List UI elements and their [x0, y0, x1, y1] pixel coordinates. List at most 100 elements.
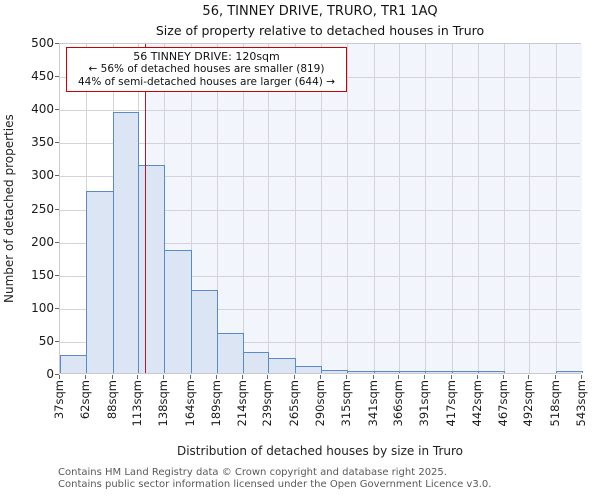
gridline-vertical — [191, 44, 192, 373]
x-tick-mark — [84, 375, 86, 379]
x-tick-label: 88sqm — [104, 380, 119, 420]
x-tick-label: 467sqm — [495, 380, 510, 427]
footer-attribution-line1: Contains HM Land Registry data © Crown c… — [58, 467, 447, 478]
gridline-horizontal — [60, 143, 580, 145]
gridline-horizontal — [60, 110, 580, 112]
histogram-bar — [373, 371, 401, 373]
gridline-horizontal — [60, 242, 580, 244]
histogram-bar — [112, 111, 140, 373]
x-tick-label: 341sqm — [365, 380, 380, 427]
x-tick-label: 239sqm — [260, 380, 275, 427]
gridline-vertical — [529, 44, 531, 373]
gridline-vertical — [399, 44, 401, 373]
gridline-horizontal — [60, 176, 580, 178]
y-tick-mark — [55, 274, 59, 276]
y-tick-mark — [55, 340, 59, 342]
y-tick-label: 350 — [31, 135, 54, 150]
x-tick-mark — [398, 375, 400, 379]
x-tick-label: 138sqm — [156, 380, 171, 427]
x-tick-label: 543sqm — [574, 380, 588, 427]
x-tick-mark — [424, 375, 426, 379]
x-tick-mark — [320, 375, 321, 379]
x-tick-mark — [111, 375, 113, 379]
x-tick-label: 442sqm — [469, 380, 484, 427]
histogram-bar — [399, 371, 427, 373]
y-tick-label: 450 — [31, 69, 54, 84]
x-tick-label: 265sqm — [287, 380, 302, 427]
histogram-bar — [191, 290, 218, 373]
y-tick-mark — [55, 175, 59, 177]
x-tick-label: 290sqm — [313, 380, 327, 427]
gridline-horizontal — [60, 341, 580, 343]
histogram-bar — [164, 249, 192, 373]
x-tick-mark — [345, 375, 347, 379]
gridline-horizontal — [60, 209, 580, 211]
y-tick-label: 50 — [38, 333, 54, 348]
gridline-horizontal — [60, 275, 580, 277]
y-tick-label: 300 — [31, 168, 54, 183]
property-size-marker-line — [144, 44, 147, 373]
gridline-vertical — [268, 44, 270, 373]
histogram-bar — [452, 371, 479, 373]
histogram-bar — [85, 190, 114, 373]
x-tick-mark — [502, 375, 504, 379]
y-tick-label: 0 — [46, 367, 54, 381]
x-tick-mark — [581, 375, 582, 379]
x-tick-label: 391sqm — [417, 380, 432, 427]
x-tick-label: 492sqm — [521, 380, 536, 427]
x-tick-label: 113sqm — [130, 380, 145, 427]
x-tick-mark — [267, 375, 269, 379]
y-tick-mark — [55, 374, 59, 375]
histogram-bar — [138, 164, 166, 373]
x-tick-mark — [137, 375, 139, 379]
y-tick-label: 250 — [31, 201, 54, 216]
x-axis-title: Distribution of detached houses by size … — [176, 444, 464, 458]
annotation-box: 56 TINNEY DRIVE: 120sqm ← 56% of detache… — [66, 47, 347, 93]
x-tick-mark — [294, 375, 296, 379]
title-block: 56, TINNEY DRIVE, TRURO, TR1 1AQ Size of… — [59, 4, 581, 38]
y-tick-mark — [55, 76, 59, 78]
footer-attribution-line2: Contains public sector information licen… — [58, 479, 492, 490]
y-tick-label: 150 — [31, 267, 54, 282]
annotation-larger-stat: 44% of semi-detached houses are larger (… — [78, 75, 335, 88]
x-tick-label: 214sqm — [234, 380, 249, 427]
x-tick-mark — [555, 375, 557, 379]
y-tick-mark — [55, 109, 59, 111]
x-tick-label: 164sqm — [183, 380, 197, 427]
gridline-vertical — [242, 44, 244, 373]
y-tick-mark — [55, 43, 59, 44]
histogram-bar — [60, 354, 87, 373]
x-tick-label: 417sqm — [444, 380, 458, 427]
gridline-horizontal — [60, 308, 580, 310]
gridline-vertical — [346, 44, 348, 373]
x-tick-mark — [528, 375, 530, 379]
histogram-bar — [425, 371, 453, 373]
shaded-region-larger — [145, 44, 582, 373]
x-tick-label: 37sqm — [52, 380, 66, 420]
x-tick-label: 189sqm — [208, 380, 223, 427]
histogram-bar — [346, 371, 375, 373]
histogram-bar — [268, 357, 297, 373]
gridline-vertical — [321, 44, 322, 373]
y-tick-label: 100 — [31, 300, 54, 315]
x-tick-label: 62sqm — [77, 380, 92, 420]
x-tick-mark — [241, 375, 243, 379]
chart-title: 56, TINNEY DRIVE, TRURO, TR1 1AQ — [202, 4, 438, 19]
gridline-vertical — [373, 44, 375, 373]
gridline-vertical — [503, 44, 505, 373]
gridline-vertical — [216, 44, 218, 373]
y-tick-mark — [55, 208, 59, 210]
y-tick-label: 500 — [31, 36, 54, 50]
x-tick-mark — [190, 375, 191, 379]
histogram-bar — [295, 366, 322, 373]
chart-subtitle: Size of property relative to detached ho… — [155, 23, 485, 38]
histogram-bar — [216, 333, 244, 373]
x-tick-label: 518sqm — [548, 380, 563, 427]
x-tick-mark — [215, 375, 217, 379]
histogram-bar — [477, 371, 505, 373]
x-tick-label: 366sqm — [391, 380, 406, 427]
histogram-bar — [556, 371, 583, 373]
annotation-smaller-stat: ← 56% of detached houses are smaller (81… — [88, 63, 325, 76]
plot-area — [59, 43, 583, 374]
